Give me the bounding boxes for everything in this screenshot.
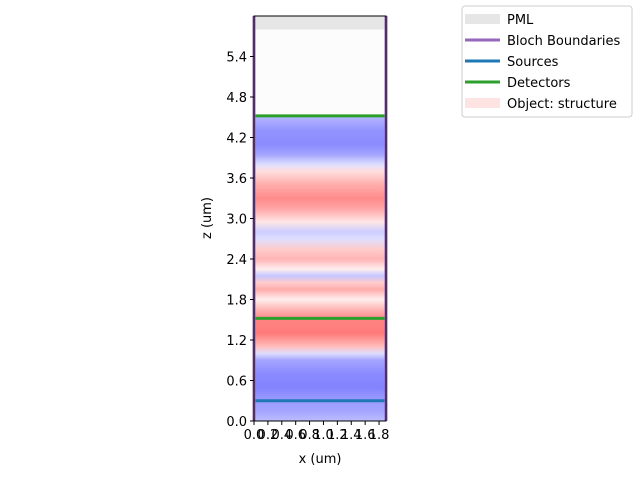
y-tick-label: 2.4 xyxy=(226,253,247,268)
legend-label: Bloch Boundaries xyxy=(507,34,621,49)
x-tick-label: 0.0 xyxy=(244,428,265,443)
field-heatmap xyxy=(254,115,386,422)
y-axis: 0.0 0.6 1.2 1.8 2.4 3.0 3.6 4.2 4.8 5.4 xyxy=(226,51,254,430)
empty-region xyxy=(254,29,386,116)
legend: PML Bloch Boundaries Sources Detectors Objec… xyxy=(461,5,633,118)
y-tick-label: 4.2 xyxy=(226,132,247,147)
y-tick-label: 5.4 xyxy=(226,51,247,66)
y-axis-label: z (um) xyxy=(200,197,215,239)
x-tick-label: 1.4 xyxy=(341,428,362,443)
y-tick-label: 3.6 xyxy=(226,172,247,187)
x-tick-label: 0.8 xyxy=(299,428,320,443)
x-axis: 0.00.20.40.60.81.01.21.41.61.8 xyxy=(244,421,390,443)
x-tick-label: 0.2 xyxy=(258,428,279,443)
y-tick-label: 1.2 xyxy=(226,334,247,349)
x-tick-label: 0.4 xyxy=(271,428,292,443)
y-tick-label: 1.8 xyxy=(226,294,247,309)
x-tick-label: 1.6 xyxy=(355,428,376,443)
legend-frame xyxy=(461,5,633,118)
legend-swatch xyxy=(465,98,500,108)
x-axis-label: x (um) xyxy=(299,452,342,467)
legend-label: Detectors xyxy=(507,76,571,91)
y-tick-label: 3.0 xyxy=(226,213,247,228)
y-tick-label: 0.0 xyxy=(226,415,247,430)
legend-label: Object: structure xyxy=(507,97,617,112)
plot-area xyxy=(252,15,388,422)
y-tick-label: 0.6 xyxy=(226,375,247,390)
legend-label: PML xyxy=(507,13,534,28)
x-tick-label: 1.8 xyxy=(369,428,390,443)
pml-region xyxy=(254,16,386,30)
y-tick-label: 4.8 xyxy=(226,91,247,106)
x-tick-label: 1.0 xyxy=(313,428,334,443)
x-tick-label: 0.6 xyxy=(285,428,306,443)
legend-swatch xyxy=(465,14,500,24)
x-tick-label: 1.2 xyxy=(327,428,348,443)
legend-label: Sources xyxy=(507,55,559,70)
